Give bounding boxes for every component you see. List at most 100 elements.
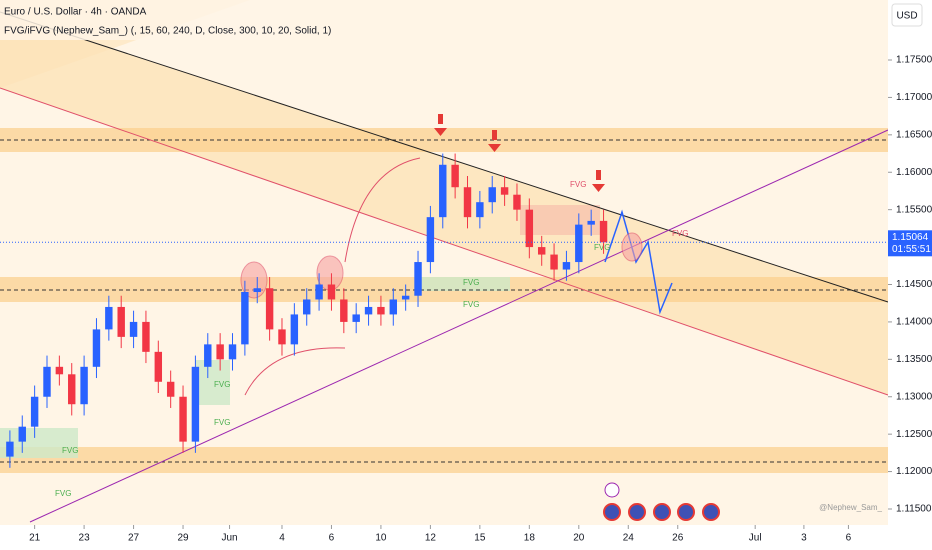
fvg-label: FVG xyxy=(214,380,230,389)
candle-body xyxy=(599,220,608,243)
last-price-box xyxy=(888,230,932,257)
y-tick-label: 1.13500 xyxy=(896,354,932,365)
y-tick-label: 1.16500 xyxy=(896,129,932,140)
candle-body xyxy=(166,381,175,397)
down-arrows xyxy=(434,114,605,192)
candle-body xyxy=(340,299,348,322)
candle-body xyxy=(575,224,583,263)
x-tick-label: 18 xyxy=(524,533,536,544)
x-tick-label: 6 xyxy=(846,533,852,544)
candle-body xyxy=(154,351,163,382)
candle-body xyxy=(550,254,558,270)
fvg-box xyxy=(520,205,600,235)
currency: USD xyxy=(896,11,917,22)
candle-body xyxy=(587,220,595,225)
candle-body xyxy=(414,262,422,296)
candle-body xyxy=(179,396,187,442)
trendline xyxy=(0,11,889,303)
x-tick-label: 15 xyxy=(474,533,486,544)
price-axis xyxy=(888,0,932,550)
candle-body xyxy=(216,344,224,360)
arrow xyxy=(344,157,421,263)
candle-body xyxy=(401,295,410,300)
y-tick-label: 1.17000 xyxy=(896,92,932,103)
x-tick-label: 12 xyxy=(425,533,437,544)
candle-body xyxy=(364,306,373,315)
candle-body xyxy=(426,217,435,263)
trendline xyxy=(0,87,889,396)
x-tick-label: 23 xyxy=(79,533,91,544)
y-tick-label: 1.13000 xyxy=(896,391,932,402)
y-tick-label: 1.12500 xyxy=(896,429,932,440)
x-tick-label: 26 xyxy=(672,533,684,544)
candle-body xyxy=(6,441,14,457)
x-tick-label: Jun xyxy=(221,533,237,544)
candle-body xyxy=(537,247,546,255)
event-icon xyxy=(628,503,646,521)
candle-body xyxy=(142,321,150,352)
x-tick-label: 4 xyxy=(279,533,285,544)
legend-bg xyxy=(0,0,290,40)
x-tick-label: 29 xyxy=(177,533,189,544)
candle-body xyxy=(439,164,447,218)
axes: 1.17500 1.17000 1.16500 1.16000 1.15500 1.145… xyxy=(29,55,932,544)
event-icons xyxy=(603,482,720,521)
candle-body xyxy=(389,299,398,315)
trendline xyxy=(29,129,889,523)
candle-body xyxy=(253,288,261,292)
fvg-box xyxy=(195,360,230,405)
fvg-box xyxy=(420,277,510,291)
candle-body xyxy=(500,187,509,195)
circle xyxy=(621,232,643,262)
candle-body xyxy=(327,284,336,300)
candle-body xyxy=(18,426,26,442)
candle-body xyxy=(241,291,249,345)
candle-body xyxy=(525,209,534,248)
fvg-label: FVG xyxy=(55,489,71,498)
candle-body xyxy=(488,187,496,203)
x-tick-label: 27 xyxy=(128,533,140,544)
x-tick-label: 21 xyxy=(29,533,41,544)
candle-body xyxy=(191,366,200,442)
candle-body xyxy=(117,306,125,337)
x-tick-label: 24 xyxy=(623,533,635,544)
candle-body xyxy=(43,366,51,397)
arrow xyxy=(244,347,346,396)
candle-body xyxy=(476,202,484,218)
fvg-label: FVG xyxy=(62,446,78,455)
event-icon xyxy=(653,503,671,521)
candle-body xyxy=(278,329,286,345)
fvg-label: FVG xyxy=(672,229,688,238)
zone xyxy=(0,447,888,473)
y-tick-label: 1.12000 xyxy=(896,466,932,477)
candle-body xyxy=(92,329,101,367)
candle-body xyxy=(562,262,571,270)
fvg-label: FVG xyxy=(594,243,610,252)
candle-body xyxy=(129,321,138,337)
candle-body xyxy=(451,164,459,188)
chart-subtitle: FVG/iFVG (Nephew_Sam_) (, 15, 60, 240, D… xyxy=(4,26,331,37)
event-icon xyxy=(677,503,695,521)
event-icon xyxy=(702,503,720,521)
countdown: 01:55:51 xyxy=(892,244,931,255)
fvg-labels: FVG FVG FVG FVG FVG FVG FVG FVG FVG xyxy=(55,180,688,498)
currency-box xyxy=(891,3,923,27)
y-tick-label: 1.14500 xyxy=(896,279,932,290)
x-tick-label: 10 xyxy=(375,533,387,544)
candle-body xyxy=(303,299,311,315)
candle-body xyxy=(513,194,521,210)
y-tick-label: 1.16000 xyxy=(896,167,932,178)
chart-title: Euro / U.S. Dollar · 4h · OANDA xyxy=(4,7,147,18)
y-tick-label: 1.11500 xyxy=(896,504,932,515)
y-tick-label: 1.17500 xyxy=(896,55,932,66)
candle-body xyxy=(204,344,212,367)
candle-body xyxy=(352,314,360,322)
projection xyxy=(604,209,673,315)
fvg-label: FVG xyxy=(570,180,586,189)
y-tick-label: 1.14000 xyxy=(896,317,932,328)
time-axis xyxy=(0,525,888,550)
candle-body xyxy=(377,306,385,315)
candle-body xyxy=(265,288,274,330)
event-icon xyxy=(603,503,621,521)
